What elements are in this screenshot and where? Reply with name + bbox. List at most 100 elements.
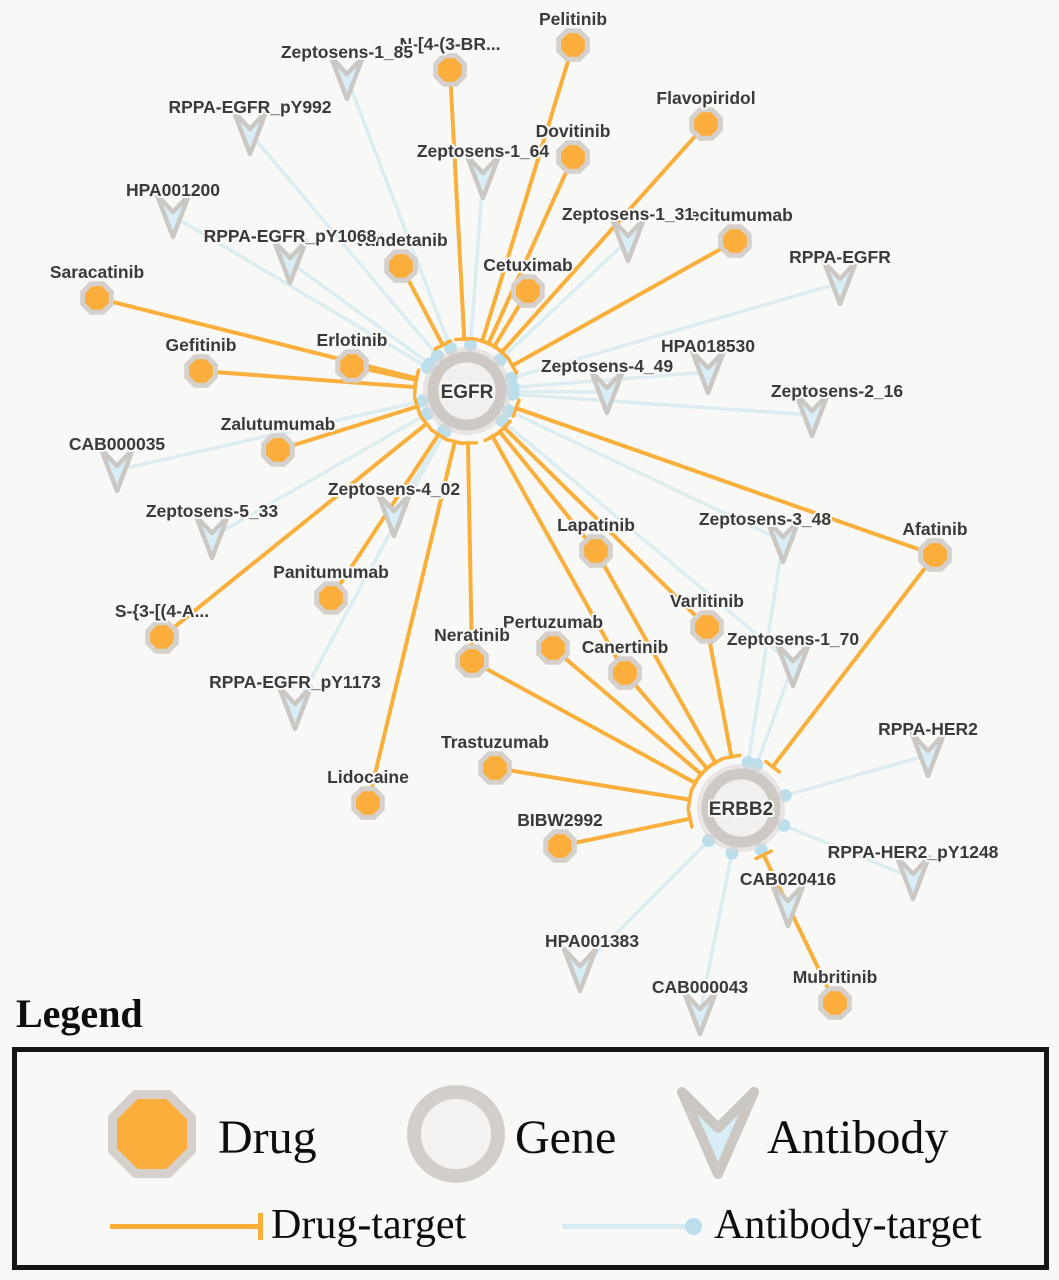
antibody-node-rppa-egfr-py1173[interactable] (276, 684, 314, 732)
antibody-node-rppa-her2-py1248[interactable] (894, 854, 932, 902)
drug-target-tee (454, 336, 475, 342)
drug-target-tee (413, 396, 422, 417)
drug-node-dovitinib[interactable] (556, 140, 590, 174)
drug-node-zalutumumab[interactable] (261, 433, 295, 467)
edge-antibody-target (210, 412, 429, 539)
edge-antibody-target (754, 663, 795, 767)
drug-node-vandetanib[interactable] (384, 249, 418, 283)
node-label-cab000043: CAB000043 (652, 977, 749, 997)
drug-node-bibw2992[interactable] (543, 829, 577, 863)
drug-node-neratinib[interactable] (455, 644, 489, 678)
node-label-vandetanib: Vandetanib (354, 230, 447, 250)
antibody-node-zeptosens-5-33[interactable] (193, 513, 231, 561)
drug-target-tee (506, 356, 519, 375)
edge-drug-target (502, 425, 709, 629)
antibody-node-hpa018530[interactable] (689, 348, 727, 396)
antibody-node-zeptosens-3-48[interactable] (764, 517, 802, 565)
node-label-trastuzumab: Trastuzumab (441, 732, 549, 752)
edge-antibody-target (783, 753, 930, 798)
antibody-node-zeptosens-4-49[interactable] (588, 368, 626, 416)
node-label-hpa001383: HPA001383 (545, 931, 639, 951)
drug-node-afatinib[interactable] (918, 538, 952, 572)
drug-node-pertuzumab[interactable] (536, 631, 570, 665)
labels-layer: EGFR ERBB2 Pelitinib N-[4-(3-BR... Flavopiri… (48, 7, 1001, 999)
edge-drug-target (558, 816, 693, 848)
edge-drug-target (199, 369, 418, 390)
antibody-node-cab020416[interactable] (769, 881, 807, 929)
edge-antibody-target (500, 418, 795, 667)
drug-node-erlotinib[interactable] (335, 349, 369, 383)
edge-antibody-target (781, 823, 915, 880)
drug-node-pelitinib[interactable] (556, 28, 590, 62)
edge-drug-target (551, 646, 704, 777)
drug-node-varlitinib[interactable] (690, 610, 724, 644)
drug-node-necitumumab[interactable] (718, 224, 752, 258)
drug-node-gefitinib[interactable] (184, 354, 218, 388)
drug-target-tee (419, 415, 434, 433)
drug-node-mubritinib[interactable] (818, 986, 852, 1020)
antibody-node-zeptosens-1-31[interactable] (609, 216, 647, 264)
edge-antibody-target (578, 838, 711, 972)
antibody-node-rppa-egfr-py992[interactable] (231, 109, 269, 157)
antibody-node-hpa001200[interactable] (154, 192, 192, 240)
edge-antibody-target (746, 539, 785, 765)
legend-antibody-target-label: Antibody-target (714, 1202, 982, 1248)
nodes-layer (80, 28, 952, 1037)
edge-antibody-target (509, 281, 842, 380)
antibody-node-cab000035[interactable] (98, 446, 136, 494)
drug-target-tee (429, 428, 448, 441)
edge-drug-target (623, 671, 710, 771)
node-label-panitumumab: Panitumumab (273, 562, 389, 582)
node-label-afatinib: Afatinib (902, 519, 967, 539)
drug-node-icon (108, 1090, 196, 1178)
node-label-pertuzumab: Pertuzumab (503, 612, 603, 632)
legend-drug-label: Drug (218, 1111, 317, 1164)
edge-drug-target (276, 404, 420, 452)
antibody-node-rppa-her2[interactable] (909, 731, 947, 779)
drug-node-panitumumab[interactable] (314, 581, 348, 615)
edge-antibody-target (468, 175, 485, 347)
edge-drug-target (160, 421, 429, 639)
drug-node-saracatinib[interactable] (80, 281, 114, 315)
node-label-bibw2992: BIBW2992 (517, 810, 603, 830)
node-label-zalutumumab: Zalutumumab (221, 414, 336, 434)
node-label-flavopiridol: Flavopiridol (656, 88, 755, 108)
drug-target-tee (686, 808, 694, 829)
drug-node-n-4-3-br[interactable] (433, 53, 467, 87)
edge-antibody-target (248, 131, 440, 358)
antibody-node-rppa-egfr-py1068[interactable] (271, 238, 309, 286)
gene-node-egfr[interactable] (427, 351, 507, 431)
drug-node-cetuximab[interactable] (511, 274, 545, 308)
node-label-dovitinib: Dovitinib (536, 121, 611, 141)
drug-target-tee (694, 766, 709, 783)
gene-node-erbb2[interactable] (701, 768, 781, 848)
drug-node-s-3-4-a[interactable] (145, 620, 179, 654)
node-label-zeptosens-1-64: Zeptosens-1_64 (417, 141, 550, 161)
drug-node-lidocaine[interactable] (351, 786, 385, 820)
drug-target-tee (412, 369, 420, 391)
legend-drug-target-label: Drug-target (271, 1202, 467, 1248)
node-label-erlotinib: Erlotinib (317, 330, 388, 350)
node-label-rppa-egfr-py1173: RPPA-EGFR_pY1173 (209, 672, 381, 692)
drug-node-trastuzumab[interactable] (478, 751, 512, 785)
node-label-mubritinib: Mubritinib (793, 967, 878, 987)
node-label-lapatinib: Lapatinib (557, 515, 635, 535)
edge-drug-target (705, 625, 734, 759)
antibody-node-zeptosens-1-70[interactable] (774, 641, 812, 689)
antibody-node-cab000043[interactable] (681, 989, 719, 1037)
node-label-rppa-her2: RPPA-HER2 (878, 719, 978, 739)
antibody-node-zeptosens-2-16[interactable] (793, 391, 831, 439)
antibody-node-hpa001383[interactable] (561, 946, 599, 994)
antibody-node-zeptosens-4-02[interactable] (375, 491, 413, 539)
node-label-egfr: EGFR (441, 382, 494, 403)
antibody-node-rppa-egfr[interactable] (821, 259, 859, 307)
drug-node-lapatinib[interactable] (579, 534, 613, 568)
drug-node-canertinib[interactable] (608, 656, 642, 690)
antibody-node-zeptosens-1-85[interactable] (328, 54, 366, 102)
legend-box: Drug Gene Antibody Drug-target Antibody-… (12, 1047, 1049, 1270)
drug-target-tee (686, 789, 693, 810)
drug-node-flavopiridol[interactable] (689, 107, 723, 141)
drug-target-tee (483, 430, 502, 443)
antibody-node-zeptosens-1-64[interactable] (464, 153, 502, 201)
